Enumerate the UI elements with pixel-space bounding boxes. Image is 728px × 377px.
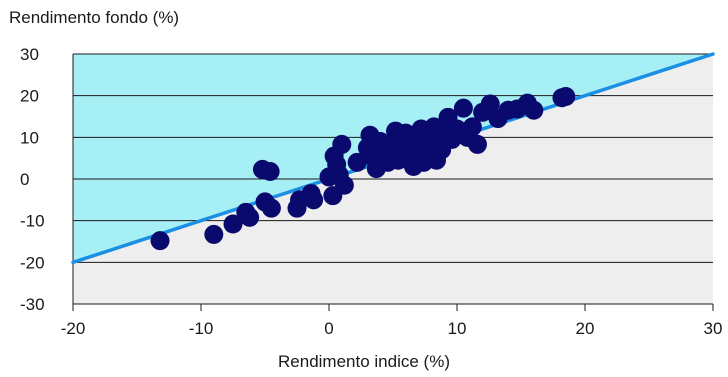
data-point	[467, 134, 487, 154]
data-point	[556, 87, 576, 106]
y-axis-title: Rendimento fondo (%)	[9, 8, 180, 27]
y-tick-labels: 30 20 10 0 -10 -20 -30	[20, 45, 45, 314]
data-point	[240, 207, 260, 227]
data-points	[150, 87, 576, 251]
x-tick-label: -10	[189, 319, 214, 338]
y-tick-label: -20	[20, 253, 45, 272]
data-point	[334, 175, 354, 195]
data-point	[150, 231, 170, 251]
x-tick-label: 10	[448, 319, 467, 338]
data-point	[332, 134, 352, 154]
x-axis-title: Rendimento indice (%)	[278, 352, 450, 371]
x-tick-label: 20	[576, 319, 595, 338]
data-point	[261, 198, 281, 218]
data-point	[480, 94, 500, 114]
data-point	[223, 214, 243, 234]
data-point	[304, 190, 324, 210]
y-tick-label: -10	[20, 212, 45, 231]
y-tick-label: -30	[20, 295, 45, 314]
data-point	[204, 224, 224, 244]
data-point	[260, 162, 280, 181]
y-tick-label: 20	[20, 87, 39, 106]
data-point	[347, 152, 367, 172]
data-point	[453, 98, 473, 118]
data-point	[524, 100, 544, 120]
x-tick-labels: -20 -10 0 10 20 30	[61, 319, 723, 338]
y-tick-label: 30	[20, 45, 39, 64]
y-tick-label: 10	[20, 128, 39, 147]
y-tick-label: 0	[20, 170, 29, 189]
x-tick-label: 30	[704, 319, 723, 338]
data-point	[462, 117, 482, 137]
x-tick-label: -20	[61, 319, 86, 338]
x-tick-label: 0	[324, 319, 333, 338]
